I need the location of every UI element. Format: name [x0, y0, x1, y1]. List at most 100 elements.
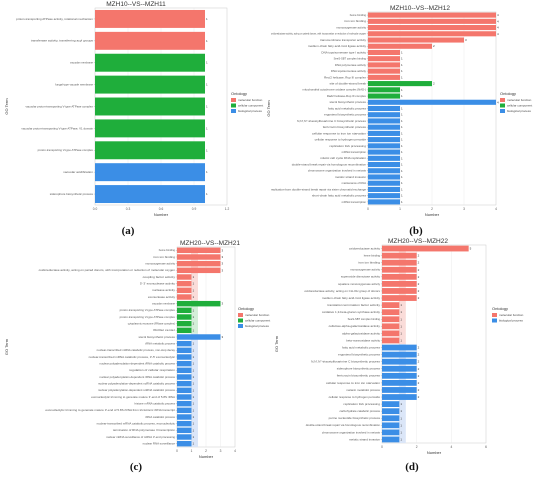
bar	[95, 31, 205, 50]
x-tick-label: 1	[191, 449, 193, 453]
bar-value-label: 1	[401, 200, 403, 204]
bar	[177, 280, 192, 287]
bar-value-label: 1	[400, 416, 402, 420]
legend: Ontology molecular function cellular compo…	[231, 91, 263, 113]
bar	[368, 112, 400, 118]
category-label: oxidoreductase activity, acting on paire…	[39, 268, 176, 272]
category-label: cellular response to hydrogen peroxide	[315, 138, 367, 142]
category-label: translation termination factor activity	[327, 303, 381, 307]
category-label: mRNA transcription	[342, 200, 367, 204]
ontology-band	[191, 300, 198, 334]
bar	[177, 380, 192, 387]
bar	[382, 429, 400, 436]
bar	[368, 180, 400, 186]
bar-value-label: 1	[401, 94, 403, 98]
legend-entry: molecular function	[245, 313, 270, 317]
bar-value-label: 1	[400, 317, 402, 321]
bar	[177, 440, 192, 447]
bar-value-label: 1	[206, 126, 208, 130]
bar-value-label: 1	[401, 63, 403, 67]
category-label: cellular response to iron ion starvation	[326, 381, 381, 385]
bar-value-label: 3	[222, 268, 224, 272]
bar	[368, 12, 496, 18]
legend-entry: biological process	[238, 109, 262, 113]
bar-value-label: 1	[400, 324, 402, 328]
bar-value-label: 1	[193, 415, 195, 419]
category-label: vacuolar membrane	[70, 61, 93, 65]
bar	[177, 327, 192, 334]
bar-value-label: 1	[193, 368, 195, 372]
bar-value-label: 1	[206, 148, 208, 152]
category-label: medium-chain fatty acid-CoA ligase activ…	[308, 44, 367, 48]
category-label: histone mRNA catabolic process	[135, 402, 176, 406]
x-tick-label: 0	[367, 207, 369, 211]
category-label: cellular response to iron ion starvation	[312, 131, 367, 135]
legend-title: Ontology	[231, 91, 247, 96]
category-label: heme binding	[350, 13, 367, 17]
category-label: vacuolar acidification	[63, 170, 93, 174]
category-label: proton-transporting V-type ATPase comple…	[38, 148, 94, 152]
bar-value-label: 1	[193, 282, 195, 286]
bar-value-label: 1	[193, 395, 195, 399]
category-label: proton-transporting V-type ATPase comple…	[120, 315, 176, 319]
bar-value-label: 3	[465, 38, 467, 42]
bar	[368, 149, 400, 155]
bar-value-label: 2	[418, 360, 420, 364]
bar	[177, 254, 221, 260]
bar	[368, 124, 400, 130]
bar-value-label: 4	[497, 32, 499, 36]
category-label: heme binding	[364, 254, 381, 258]
bar	[177, 407, 192, 414]
bar	[177, 314, 192, 320]
bar-value-label: 1	[401, 194, 403, 198]
legend-swatch	[231, 109, 236, 113]
category-label: cytoplasmic exosome (RNase complex)	[128, 322, 175, 326]
bar-value-label: 2	[418, 289, 420, 293]
bar	[177, 267, 221, 274]
bar-value-label: 1	[401, 107, 403, 111]
bar	[177, 334, 221, 340]
bar	[382, 309, 400, 316]
bar	[177, 300, 221, 307]
category-label: beta-mannosidase activity	[346, 338, 381, 342]
category-label: transmembrane transporter activity	[320, 38, 367, 42]
x-tick-label: 0	[381, 445, 383, 449]
bar-value-label: 2	[418, 353, 420, 357]
bar-value-label: 3	[222, 302, 224, 306]
category-label: alpha-galactosidase activity	[342, 331, 381, 335]
x-tick-label: 4	[234, 449, 236, 453]
category-label: transferase activity, transferring acyl …	[31, 39, 94, 43]
x-tick-label: 1.2	[225, 207, 230, 211]
category-label: coupling factor activity	[143, 275, 176, 279]
x-tick-label: 0.0	[93, 207, 98, 211]
bar	[368, 186, 400, 192]
category-label: termination of RNA polymerase II transcr…	[113, 428, 176, 432]
bar-value-label: 1	[400, 402, 402, 406]
bar	[368, 81, 432, 87]
bar	[177, 307, 192, 314]
bar-value-label: 3	[222, 262, 224, 266]
legend-swatch	[231, 98, 236, 102]
bar	[368, 43, 432, 49]
x-tick-label: 1	[399, 207, 401, 211]
legend-title: Ontology	[500, 91, 516, 96]
bar	[368, 87, 400, 93]
bar-value-label: 1	[400, 430, 402, 434]
bar	[382, 330, 400, 337]
category-label: iron ion binding	[358, 261, 380, 265]
bar-value-label: 4	[497, 13, 499, 17]
bar-value-label: 4	[497, 100, 499, 104]
bar-value-label: 1	[401, 144, 403, 148]
bar-value-label: 1	[193, 355, 195, 359]
bar-value-label: 1	[400, 423, 402, 427]
category-label: vacuolar membrane	[152, 302, 175, 306]
legend-swatch	[238, 324, 243, 328]
x-tick-label: 2	[205, 449, 207, 453]
x-tick-label: 4	[495, 207, 497, 211]
bar	[368, 68, 400, 74]
legend-swatch	[500, 109, 505, 113]
bar	[368, 168, 400, 174]
bar	[382, 245, 469, 252]
bar-value-label: 2	[418, 374, 420, 378]
legend-swatch	[231, 103, 236, 108]
